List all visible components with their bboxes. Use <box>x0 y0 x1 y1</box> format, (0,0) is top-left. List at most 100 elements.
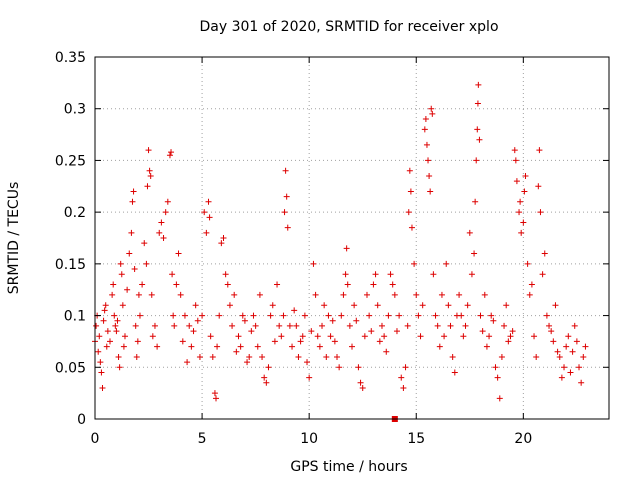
data-point <box>376 338 383 345</box>
data-point <box>349 343 355 350</box>
data-point <box>460 333 467 340</box>
data-point <box>471 250 478 257</box>
data-point <box>209 353 216 360</box>
data-point <box>443 260 450 267</box>
data-point <box>111 312 118 319</box>
data-point <box>550 338 557 345</box>
data-point <box>213 395 220 402</box>
data-point <box>220 235 227 241</box>
data-point <box>546 322 553 329</box>
data-point <box>359 384 366 391</box>
data-point <box>407 188 414 195</box>
data-point <box>488 312 495 319</box>
data-point <box>254 343 261 350</box>
data-point <box>117 260 124 267</box>
data-point <box>427 188 434 195</box>
data-point <box>552 302 559 309</box>
data-point <box>146 167 153 174</box>
data-point <box>274 281 281 288</box>
data-point <box>293 322 300 329</box>
data-point <box>430 271 437 278</box>
data-point <box>476 136 483 143</box>
data-point <box>145 147 152 154</box>
data-point <box>582 343 589 350</box>
data-point <box>206 214 213 221</box>
data-point <box>321 302 328 309</box>
data-point <box>363 291 370 298</box>
data-point <box>486 333 493 340</box>
x-tick-label: 0 <box>91 431 100 447</box>
data-point <box>248 328 255 335</box>
data-point <box>261 374 268 381</box>
data-point <box>522 172 529 179</box>
data-point <box>338 312 345 319</box>
data-point <box>295 353 302 360</box>
data-point <box>472 198 479 205</box>
data-point <box>503 302 510 309</box>
data-point <box>175 250 182 257</box>
data-point <box>554 348 561 355</box>
data-point <box>101 307 108 314</box>
data-point <box>521 188 528 195</box>
data-point <box>282 167 289 174</box>
data-point <box>156 229 163 236</box>
data-point <box>280 312 287 319</box>
data-point <box>402 364 409 371</box>
data-point <box>436 343 443 350</box>
data-point <box>231 291 238 298</box>
data-point <box>267 312 274 319</box>
data-point <box>516 209 523 216</box>
data-point <box>361 333 368 340</box>
data-point <box>237 343 244 350</box>
data-point <box>531 333 538 340</box>
data-point <box>164 198 171 205</box>
data-points <box>92 81 589 422</box>
data-point <box>120 343 127 350</box>
data-point <box>170 312 177 319</box>
data-point <box>334 353 341 360</box>
data-point <box>173 281 180 288</box>
plot-frame <box>94 56 610 420</box>
data-point <box>179 338 186 345</box>
data-point <box>323 353 330 360</box>
data-point <box>541 250 548 257</box>
data-point <box>289 343 296 350</box>
data-point <box>381 333 388 340</box>
data-point <box>136 312 143 319</box>
data-point <box>528 281 535 288</box>
data-point <box>130 188 137 195</box>
data-point <box>492 364 499 371</box>
data-point <box>325 312 332 319</box>
data-point <box>569 348 576 355</box>
data-point <box>520 219 527 226</box>
data-point <box>539 271 546 278</box>
data-point <box>548 328 555 335</box>
data-point <box>543 312 550 319</box>
data-point <box>119 302 126 309</box>
data-point <box>97 359 104 366</box>
x-tick-label: 5 <box>198 431 207 447</box>
data-point <box>259 353 266 360</box>
data-point <box>216 312 223 319</box>
data-point <box>336 364 343 371</box>
data-point <box>393 328 400 335</box>
data-point <box>256 291 263 298</box>
data-point <box>112 322 119 329</box>
data-point <box>115 353 122 360</box>
data-point <box>110 281 117 288</box>
data-point <box>301 312 308 319</box>
data-point <box>378 322 385 329</box>
data-point <box>331 338 338 345</box>
data-point <box>141 240 148 247</box>
data-point <box>526 291 533 298</box>
data-point <box>343 245 350 252</box>
data-point <box>265 364 272 371</box>
data-point <box>483 343 490 350</box>
data-point <box>166 152 173 159</box>
data-point <box>181 312 188 319</box>
data-point <box>327 333 334 340</box>
data-point <box>511 147 518 154</box>
data-point <box>102 302 109 309</box>
data-point <box>501 322 508 329</box>
